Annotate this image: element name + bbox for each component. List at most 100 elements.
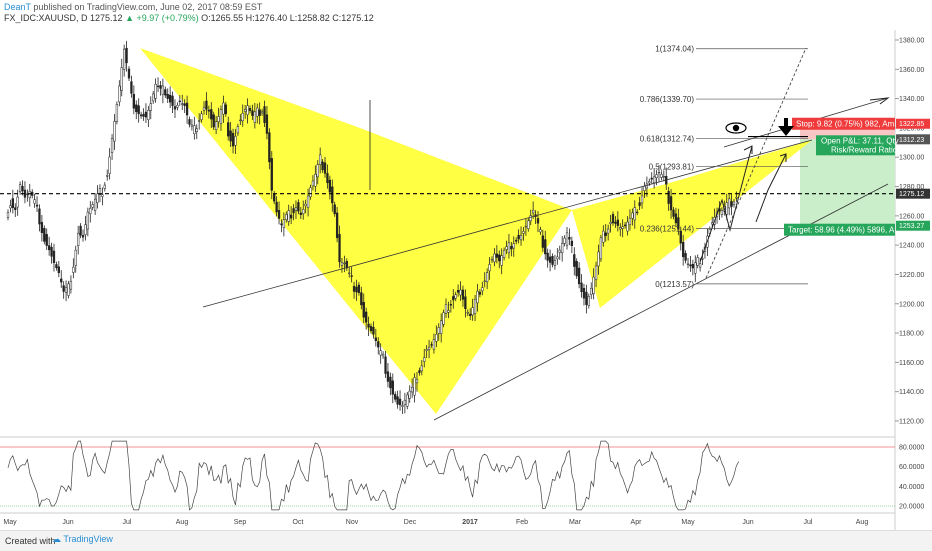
candle-body [60, 278, 63, 283]
candle-body [413, 377, 416, 396]
candle-body [217, 116, 220, 123]
candle-body [352, 285, 356, 292]
arrow-head-icon [743, 145, 753, 154]
rsi-tick-label: 20.0000 [899, 504, 924, 511]
candle-body [590, 287, 593, 295]
candle-body [573, 254, 576, 267]
candle-body [159, 85, 162, 89]
candle-body [469, 313, 472, 317]
candle-body [195, 128, 198, 132]
candle-body [493, 253, 496, 263]
candle-body [490, 258, 494, 261]
candle-body [633, 207, 636, 221]
candle-body [168, 94, 172, 103]
candle-body [667, 190, 670, 204]
candle-body [270, 158, 273, 191]
candle-body [33, 199, 36, 204]
candle-body [527, 220, 530, 229]
time-label: Jun [62, 519, 73, 526]
candle-body [674, 213, 678, 224]
tradingview-logo-text: TradingView [63, 534, 113, 544]
candle-body [47, 245, 51, 251]
candle-body [287, 210, 290, 222]
price-tick-label: 1360.00 [899, 67, 924, 74]
candle-body [273, 193, 276, 202]
candle-body [173, 106, 177, 110]
candle-body [309, 187, 312, 198]
candle-body [677, 217, 680, 230]
candle-body [77, 232, 80, 246]
candle-body [219, 109, 223, 124]
candle-body [594, 265, 598, 280]
candle-body [110, 138, 114, 153]
candle-body [732, 201, 736, 205]
candle-body [396, 396, 399, 405]
candle-body [277, 210, 281, 219]
tradingview-logo[interactable]: ☁ TradingView [52, 534, 113, 545]
price-tick-label: 1140.00 [899, 389, 924, 396]
drawing-lines[interactable] [0, 47, 895, 421]
time-label: 2017 [462, 519, 478, 526]
candle-body [251, 110, 254, 116]
candle-body [377, 341, 380, 348]
candle-body [253, 111, 256, 123]
time-label: Sep [234, 519, 247, 526]
candle-body [694, 262, 697, 274]
rsi-oscillator: 20.0000 40.0000 60.0000 80.0000 [0, 440, 924, 511]
candle-body [236, 126, 240, 134]
candle-body [481, 287, 484, 292]
published-text: published on TradingView.com, June 02, 2… [33, 2, 263, 12]
candle-body [40, 222, 44, 233]
time-label: Jul [804, 519, 813, 526]
candle-body [333, 204, 336, 215]
candle-body [227, 122, 230, 137]
candle-body [229, 130, 232, 142]
fib-levels: 1(1374.04) 0.786(1339.70) 0.618(1312.74) 0.… [640, 45, 808, 289]
candle-body [292, 208, 295, 214]
candle-body [602, 230, 605, 243]
time-label: Aug [856, 519, 869, 526]
candle-body [239, 119, 242, 122]
projection-dashed [705, 47, 807, 279]
price-tags: 1322.85 1312.23 1275.12 1253.27 [896, 118, 930, 231]
author-link[interactable]: DeanT [4, 2, 31, 12]
upper-trendline [202, 139, 813, 308]
tradingview-logo-icon: ☁ [52, 534, 61, 544]
candle-body [316, 164, 319, 178]
candle-body [379, 350, 382, 356]
candle-body [423, 357, 426, 362]
candle-body [113, 121, 116, 142]
candle-body [231, 132, 235, 147]
candle-body [280, 223, 283, 226]
candle-body [79, 225, 82, 236]
price-tick-label: 1380.00 [899, 38, 924, 45]
candle-body [268, 132, 271, 163]
candle-body [529, 215, 532, 222]
candle-body [459, 289, 462, 296]
pnl-label: Open P&L: 37.11, Qty [821, 136, 899, 145]
candle-body [96, 193, 99, 203]
pattern-bcd [572, 140, 812, 308]
candle-body [263, 106, 266, 123]
candle-body [582, 287, 586, 299]
candle-body [137, 105, 140, 115]
lower-trendline [433, 183, 889, 421]
candle-body [515, 239, 518, 242]
candle-body [556, 256, 559, 260]
candle-body [123, 48, 126, 70]
candle-body [185, 102, 189, 116]
candle-body [289, 214, 293, 219]
candle-body [495, 253, 498, 258]
candle-body [205, 100, 208, 110]
candle-body [142, 113, 145, 117]
candle-body [551, 256, 554, 265]
candle-body [652, 176, 656, 183]
candle-body [319, 154, 322, 165]
candle-body [398, 398, 402, 406]
candle-body [164, 89, 167, 96]
candle-body [401, 405, 404, 407]
candle-body [558, 249, 561, 253]
candle-body [505, 246, 508, 250]
candle-body [420, 365, 423, 372]
